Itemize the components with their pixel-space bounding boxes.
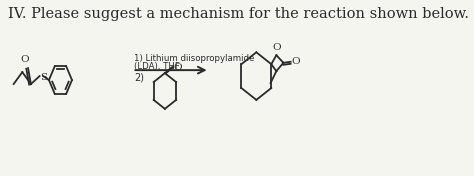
Text: O: O [21,55,29,64]
Text: O: O [173,63,182,72]
Text: IV. Please suggest a mechanism for the reaction shown below. (9’): IV. Please suggest a mechanism for the r… [8,7,474,21]
Text: O: O [292,57,300,66]
Text: S: S [40,73,47,82]
Text: O: O [273,43,282,52]
Text: 2): 2) [134,72,144,82]
Text: (LDA), THF: (LDA), THF [134,62,180,71]
Text: 1) Lithium diisopropylamide: 1) Lithium diisopropylamide [134,54,254,63]
